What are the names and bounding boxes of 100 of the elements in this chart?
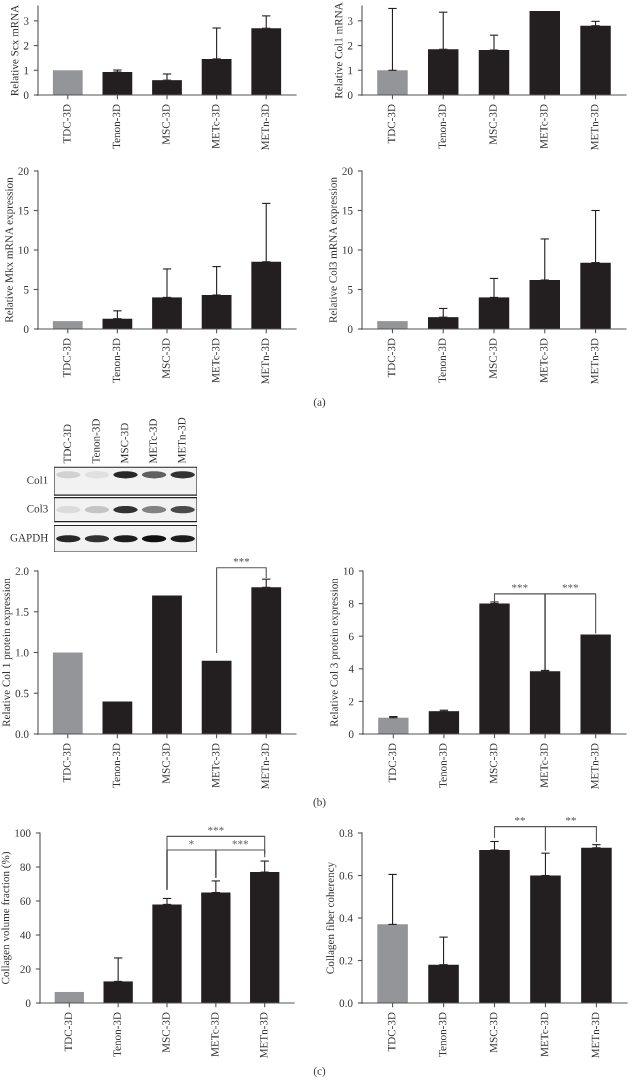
category-label: MSC-3D <box>120 423 129 464</box>
y-tick-label: 15 <box>18 207 29 215</box>
annotation: *** <box>562 584 579 589</box>
text: Col1 <box>27 476 48 484</box>
x-tick-label: Tenon-3D <box>112 338 121 383</box>
y-tick-label: 10 <box>343 567 354 575</box>
y-axis-title: Relative Scx mRNA <box>10 4 19 96</box>
bar <box>377 321 408 329</box>
category-label: METn-3D <box>178 417 186 464</box>
bar <box>529 671 561 734</box>
y-tick-label: 10 <box>18 246 29 254</box>
text: ** <box>565 816 576 822</box>
x-tick-label: METc-3D <box>540 338 548 383</box>
bar <box>52 70 83 95</box>
x-tick-label: METn-3D <box>261 104 270 150</box>
y-tick-label: 1 <box>24 66 29 75</box>
x-tick-label: MSC-3D <box>162 104 170 145</box>
bar <box>529 10 560 95</box>
bar <box>428 711 460 734</box>
y-axis-title: Relative Col 3 protein expression <box>330 578 341 727</box>
x-tick-label: METn-3D <box>261 743 270 789</box>
annotation: * <box>189 840 194 845</box>
x-tick-label: MSC-3D <box>162 338 170 379</box>
y-tick-label: 6 <box>348 632 354 641</box>
y-tick-label: 8 <box>348 600 354 608</box>
x-tick-label: Tenon-3D <box>438 1012 447 1057</box>
x-tick-label: Tenon-3D <box>438 338 447 383</box>
y-axis-title: Collagen fiber coherency <box>326 861 337 974</box>
y-tick-label: 4 <box>348 665 354 673</box>
y-axis-title: Relative Col1 mRNA <box>334 2 343 99</box>
y-tick-label: 0.0 <box>339 999 353 1008</box>
y-axis-title: Relative Mkx mRNA expression <box>5 177 16 323</box>
y-tick-label: 0 <box>23 91 29 99</box>
y-tick-label: 2 <box>348 697 354 706</box>
x-tick-label: Tenon-3D <box>113 1012 121 1057</box>
bar <box>479 850 510 1003</box>
y-tick-label: 0.4 <box>339 914 353 923</box>
y-tick-label: 0.8 <box>339 829 353 838</box>
x-tick-label: Tenon-3D <box>439 743 447 788</box>
text: *** <box>208 826 224 831</box>
y-tick-label: 0 <box>348 730 354 738</box>
bar <box>378 717 409 734</box>
x-tick-label: TDC-3D <box>63 338 71 378</box>
x-tick-label: Tenon-3D <box>112 104 121 149</box>
y-tick-label: 0.5 <box>15 689 29 698</box>
x-tick-label: METn-3D <box>590 338 599 384</box>
bar <box>201 295 232 329</box>
y-tick-label: 0 <box>347 91 353 99</box>
text: (a) <box>313 397 326 409</box>
x-tick-label: TDC-3D <box>63 743 71 783</box>
y-tick-label: 0 <box>347 325 353 333</box>
x-tick-label: MSC-3D <box>489 1012 498 1053</box>
y-tick-label: 20 <box>20 965 31 973</box>
x-tick-label: Tenon-3D <box>112 743 121 788</box>
x-tick-label: TDC-3D <box>388 743 397 783</box>
y-tick-label: 2.0 <box>15 567 29 576</box>
bar <box>52 652 83 734</box>
x-tick-label: METc-3D <box>211 743 220 788</box>
x-tick-label: METc-3D <box>540 743 548 788</box>
y-tick-label: 1.5 <box>16 608 29 616</box>
x-tick-label: METn-3D <box>260 1012 268 1058</box>
annotation: *** <box>232 840 249 845</box>
y-tick-label: 20 <box>18 167 29 175</box>
y-tick-label: 1.0 <box>16 648 29 657</box>
x-tick-label: METc-3D <box>211 1012 219 1057</box>
x-tick-label: TDC-3D <box>387 338 396 378</box>
bar <box>102 72 133 95</box>
text: ** <box>514 816 526 822</box>
x-tick-label: METc-3D <box>211 104 220 149</box>
bar <box>201 660 232 734</box>
x-tick-label: METn-3D <box>590 743 599 789</box>
y-axis-title: Relative Col3 mRNA expression <box>329 177 340 323</box>
x-tick-label: METn-3D <box>261 338 270 384</box>
y-axis-title: Relative Col 1 protein expression <box>2 578 13 727</box>
bar <box>479 603 510 734</box>
bar <box>529 280 560 329</box>
x-tick-label: METc-3D <box>540 104 548 149</box>
y-tick-label: 20 <box>342 167 353 175</box>
y-tick-label: 80 <box>20 863 31 871</box>
y-tick-label: 0 <box>25 999 31 1007</box>
x-tick-label: METn-3D <box>591 1012 600 1058</box>
x-tick-label: TDC-3D <box>64 1012 73 1052</box>
x-tick-label: TDC-3D <box>387 1012 396 1052</box>
text: Col3 <box>27 504 48 513</box>
text: GAPDH <box>10 534 48 542</box>
y-tick-label: 10 <box>342 246 353 254</box>
x-tick-label: TDC-3D <box>387 104 396 144</box>
y-tick-label: 5 <box>348 286 353 294</box>
bar <box>152 595 182 734</box>
x-tick-label: MSC-3D <box>162 743 170 784</box>
y-tick-label: 5 <box>24 286 29 294</box>
y-tick-label: 40 <box>20 931 31 939</box>
text: (b) <box>313 797 326 809</box>
y-axis-title: Collagen volume fraction (%) <box>1 852 12 985</box>
bar <box>54 991 84 1003</box>
category-label: METc-3D <box>149 419 157 464</box>
x-tick-label: METn-3D <box>590 104 599 150</box>
y-tick-label: 3 <box>347 17 353 25</box>
x-tick-label: MSC-3D <box>489 104 497 145</box>
x-tick-label: MSC-3D <box>162 1012 170 1053</box>
